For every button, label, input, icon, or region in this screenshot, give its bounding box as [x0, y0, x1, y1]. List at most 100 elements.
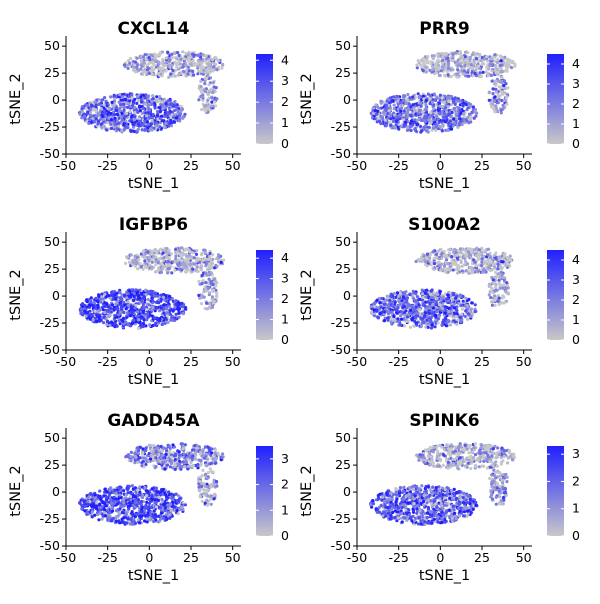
cell-point — [410, 129, 413, 132]
cell-point — [205, 57, 208, 60]
cell-point — [463, 69, 466, 72]
cell-point — [438, 264, 441, 267]
cell-point — [174, 299, 177, 302]
cell-point — [200, 69, 203, 72]
cell-point — [165, 255, 168, 258]
cell-point — [418, 304, 421, 307]
cell-point — [470, 63, 473, 66]
cell-point — [443, 112, 446, 115]
cell-point — [495, 72, 498, 75]
cell-point — [141, 128, 144, 131]
cell-point — [403, 324, 406, 327]
cell-point — [209, 108, 212, 111]
cell-point — [496, 300, 499, 303]
cell-point — [168, 106, 171, 109]
cell-point — [174, 69, 177, 72]
cell-point — [123, 304, 126, 307]
cell-point — [88, 313, 91, 316]
cell-point — [214, 104, 217, 107]
cell-point — [204, 109, 207, 112]
cell-point — [418, 308, 421, 311]
cell-point — [427, 326, 430, 329]
cell-point — [130, 253, 133, 256]
cell-point — [496, 58, 499, 61]
legend-tick-label: 2 — [572, 292, 580, 307]
panel-title: IGFBP6 — [119, 215, 188, 235]
cell-point — [447, 105, 450, 108]
cell-point — [478, 253, 481, 256]
cell-point — [221, 63, 224, 66]
cell-point — [464, 297, 467, 300]
cell-point — [399, 314, 402, 317]
cell-point — [88, 108, 91, 111]
cell-point — [452, 101, 455, 104]
cell-point — [213, 300, 216, 303]
cell-point — [203, 258, 206, 261]
cell-point — [415, 64, 418, 67]
cell-point — [425, 256, 428, 259]
cell-point — [119, 106, 122, 109]
cell-point — [478, 71, 481, 74]
cell-point — [167, 267, 170, 270]
cell-point — [133, 292, 136, 295]
cell-point — [409, 122, 412, 125]
cell-point — [106, 121, 109, 124]
cell-point — [493, 95, 496, 98]
cell-point — [446, 320, 449, 323]
cell-point — [132, 261, 135, 264]
cell-point — [150, 267, 153, 270]
x-axis-title: tSNE_1 — [419, 176, 470, 192]
cell-point — [496, 263, 499, 266]
cell-point — [199, 80, 202, 83]
cell-point — [396, 95, 399, 98]
cell-point — [80, 107, 83, 110]
cell-point — [411, 305, 414, 308]
cell-point — [162, 304, 165, 307]
cell-point — [435, 95, 438, 98]
cell-point — [196, 63, 199, 66]
cell-point — [375, 113, 378, 116]
cell-point — [146, 126, 149, 129]
cell-point — [85, 311, 88, 314]
cell-point — [136, 310, 139, 313]
cell-point — [406, 116, 409, 119]
legend-colorbar — [256, 250, 273, 340]
cell-point — [197, 98, 200, 101]
cell-point — [108, 311, 111, 314]
cell-point — [388, 121, 391, 124]
cell-point — [111, 303, 114, 306]
cell-point — [415, 322, 418, 325]
cell-point — [177, 68, 180, 71]
cell-point — [129, 110, 132, 113]
cell-point — [94, 297, 97, 300]
cell-point — [160, 271, 163, 274]
cell-point — [474, 303, 477, 306]
cell-point — [150, 69, 153, 72]
cell-point — [200, 108, 203, 111]
cell-point — [185, 255, 188, 258]
cell-point — [457, 302, 460, 305]
cell-point — [437, 55, 440, 58]
cell-point — [138, 115, 141, 118]
cell-point — [478, 55, 481, 58]
cell-point — [84, 103, 87, 106]
cell-point — [140, 72, 143, 75]
cell-point — [88, 303, 91, 306]
cell-point — [217, 253, 220, 256]
cell-point — [146, 63, 149, 66]
cell-point — [500, 111, 503, 114]
cell-point — [441, 59, 444, 62]
cell-point — [399, 110, 402, 113]
cell-point — [394, 127, 397, 130]
cell-point — [146, 256, 149, 259]
cell-point — [503, 254, 506, 257]
cell-point — [426, 253, 429, 256]
cell-point — [451, 68, 454, 71]
cell-point — [140, 300, 143, 303]
cell-point — [461, 123, 464, 126]
cell-point — [465, 252, 468, 255]
cell-point — [426, 55, 429, 58]
cell-point — [162, 256, 165, 259]
x-axis-title: tSNE_1 — [419, 372, 470, 388]
